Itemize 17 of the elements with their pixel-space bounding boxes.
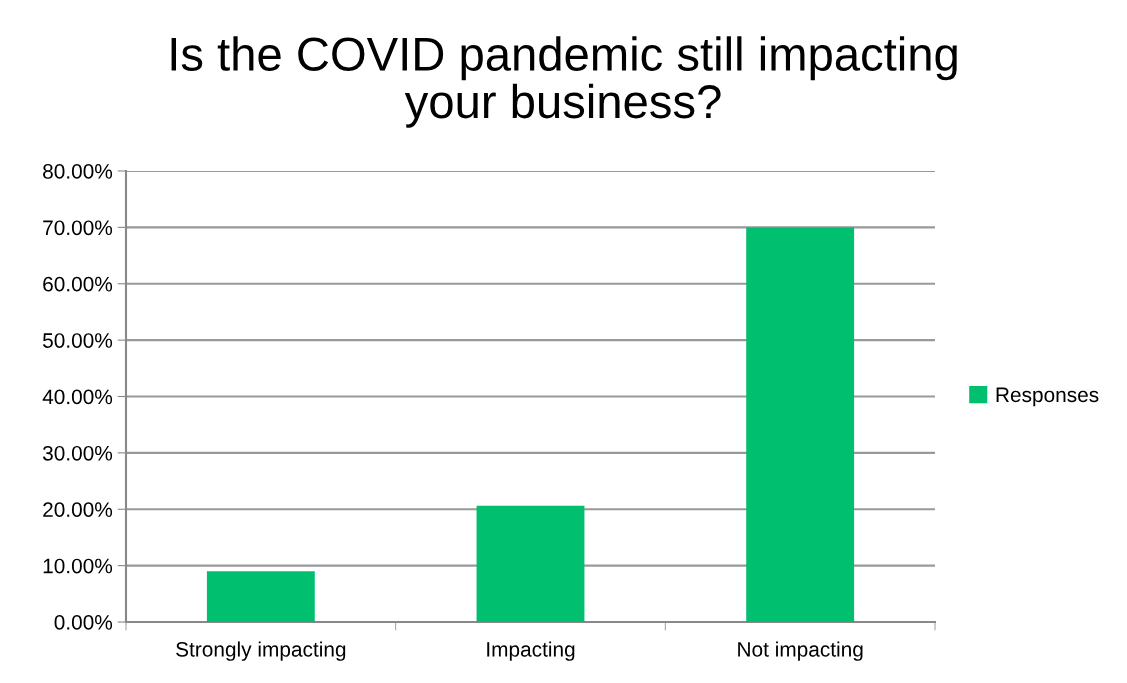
bar <box>206 571 315 622</box>
bar <box>746 227 855 622</box>
y-tick-label: 80.00% <box>43 164 113 179</box>
y-tick-label: 40.00% <box>42 389 113 405</box>
y-tick-label: 60.00% <box>43 276 113 292</box>
x-tick-label: Not impacting <box>738 641 863 661</box>
y-tick-label: 20.00% <box>43 502 113 517</box>
y-tick-label: 30.00% <box>42 445 113 461</box>
x-tick-label: Impacting <box>487 641 575 661</box>
legend-label: Responses <box>996 387 1099 407</box>
chart-title: Is the COVID pandemic still impacting your business? <box>171 36 957 128</box>
y-tick-label: 70.00% <box>43 220 113 236</box>
y-tick-label: 10.00% <box>43 558 113 574</box>
y-tick-label: 50.00% <box>42 333 113 348</box>
y-tick-label: 0.00% <box>54 615 113 630</box>
x-tick-label: Strongly impacting <box>176 641 346 661</box>
bar <box>476 505 585 622</box>
